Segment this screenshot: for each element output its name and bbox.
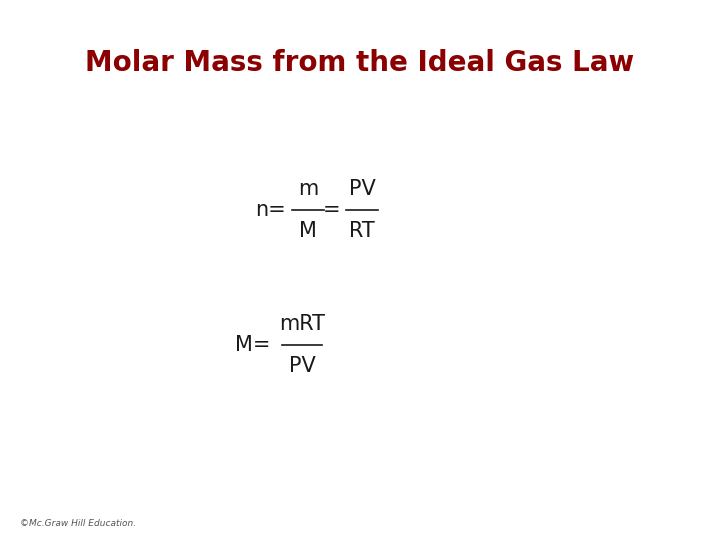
Text: RT: RT (349, 221, 375, 241)
Text: M=: M= (235, 335, 271, 355)
Text: Molar Mass from the Ideal Gas Law: Molar Mass from the Ideal Gas Law (86, 49, 634, 77)
Text: m: m (298, 179, 318, 199)
Text: PV: PV (289, 356, 315, 376)
Text: ©Mc.Graw Hill Education.: ©Mc.Graw Hill Education. (20, 519, 136, 528)
Text: =: = (323, 200, 341, 220)
Text: PV: PV (348, 179, 375, 199)
Text: M: M (299, 221, 317, 241)
Text: mRT: mRT (279, 314, 325, 334)
Text: n=: n= (255, 200, 286, 220)
